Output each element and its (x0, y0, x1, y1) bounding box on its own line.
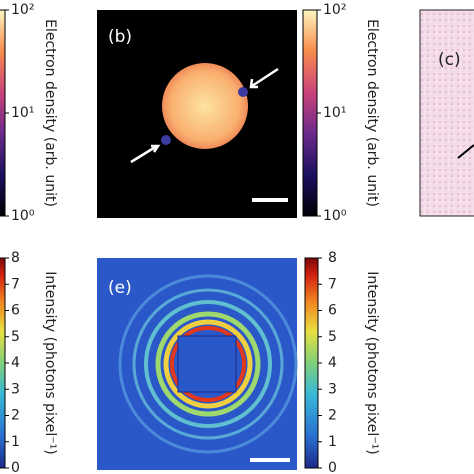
tick-label: 10² (323, 2, 346, 18)
scale-bar (252, 198, 288, 202)
tick-label: 10⁰ (323, 208, 347, 224)
blob (238, 87, 248, 97)
tick-label: 2 (328, 408, 337, 424)
colorbar-label: Electron density (arb. unit) (364, 19, 380, 207)
tick-label: 1 (11, 434, 20, 450)
colorbar (304, 257, 319, 469)
tick-label: 10¹ (11, 105, 34, 121)
colorbar-label: Intensity (photons pixel⁻¹) (364, 271, 380, 454)
tick-label: 4 (11, 355, 20, 371)
tick-label: 5 (328, 329, 337, 345)
tick-label: 8 (11, 250, 20, 266)
image-c (419, 9, 474, 217)
arrow (457, 144, 474, 159)
colorbar-label: Electron density (arb. unit) (42, 19, 58, 207)
panel-label: (c) (438, 50, 461, 70)
tick-label: 4 (328, 355, 337, 371)
tick-label: 3 (328, 381, 337, 397)
tick-label: 7 (328, 276, 337, 292)
colorbar (302, 9, 318, 217)
tick-label: 7 (11, 276, 20, 292)
panel-label: (b) (108, 27, 132, 47)
blob (161, 135, 171, 145)
particle (162, 63, 248, 149)
tick-label: 6 (11, 303, 20, 319)
tick-label: 2 (11, 408, 20, 424)
tick-label: 0 (328, 460, 337, 474)
rings (118, 274, 298, 454)
tick-label: 10¹ (323, 105, 346, 121)
tick-label: 6 (328, 303, 337, 319)
colorbar (0, 9, 6, 217)
colorbar (0, 257, 6, 469)
tick-label: 3 (11, 381, 20, 397)
colorbar-label: Intensity (photons pixel⁻¹) (42, 271, 58, 454)
panel-label: (e) (108, 278, 132, 298)
tick-label: 10² (11, 2, 34, 18)
tick-label: 0 (11, 460, 20, 474)
tick-label: 1 (328, 434, 337, 450)
tick-label: 5 (11, 329, 20, 345)
arrow (249, 67, 279, 89)
tick-label: 10⁰ (11, 208, 35, 224)
beamstop (177, 335, 237, 393)
scale-bar (250, 458, 290, 462)
arrow (130, 144, 161, 164)
tick-label: 8 (328, 250, 337, 266)
